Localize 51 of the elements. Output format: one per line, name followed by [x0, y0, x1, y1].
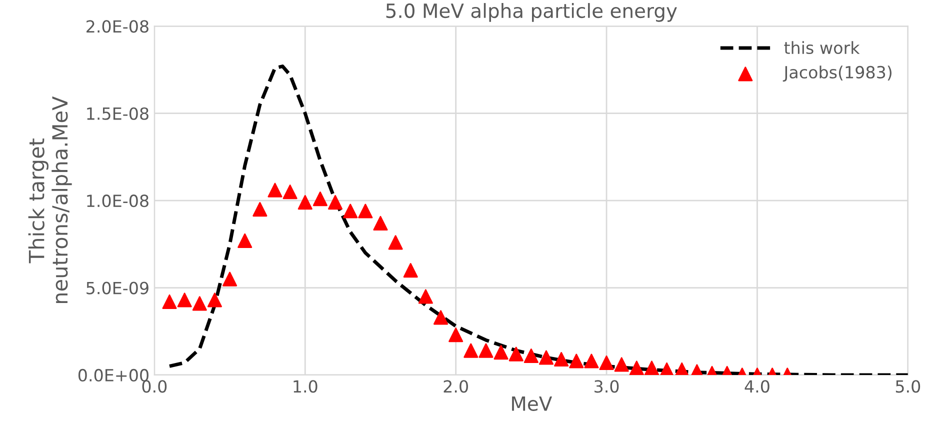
y-tick-label: 0.0E+00	[78, 368, 148, 382]
point	[373, 216, 388, 231]
point	[343, 204, 358, 218]
point	[222, 272, 238, 286]
legend-label: Jacobs(1983)	[782, 66, 892, 82]
point	[478, 343, 494, 358]
line-series	[168, 64, 908, 375]
point	[538, 350, 554, 365]
point	[554, 352, 569, 367]
point	[312, 192, 328, 206]
point	[614, 357, 629, 372]
point	[403, 263, 418, 278]
point	[464, 343, 478, 358]
y-tick-label: 5.0E-09	[86, 282, 148, 294]
point	[207, 292, 222, 308]
x-tick-label: 4.0	[744, 380, 770, 393]
point	[599, 355, 614, 370]
point	[282, 184, 298, 200]
point	[268, 182, 282, 198]
point	[418, 289, 433, 304]
chart-title: 5.0 MeV alpha particle energy	[386, 3, 677, 22]
point	[358, 204, 373, 218]
point	[660, 362, 674, 375]
x-tick-label: 1.0	[294, 380, 318, 393]
legend-label: this work	[784, 41, 860, 54]
x-tick-label: 0.0	[142, 380, 167, 393]
point	[238, 233, 252, 248]
x-axis-title: MeV	[512, 396, 552, 412]
point	[177, 292, 192, 308]
point	[162, 294, 177, 309]
point	[328, 195, 343, 210]
point	[584, 354, 599, 368]
point	[433, 310, 448, 325]
y-tick-label: 2.0E-08	[86, 20, 148, 33]
point	[388, 235, 403, 250]
x-tick-label: 5.0	[896, 380, 920, 393]
x-tick-label: 2.0	[444, 380, 468, 393]
point	[569, 354, 584, 368]
point	[524, 348, 538, 364]
y-tick-label: 1.0E-08	[87, 194, 148, 208]
y-tick-label: 1.5E-08	[87, 107, 148, 120]
point	[252, 202, 268, 217]
x-tick-label: 3.0	[594, 380, 619, 393]
point	[298, 195, 312, 210]
point	[448, 328, 464, 342]
y-axis-title: Thick target neutrons/alpha.MeV	[28, 96, 72, 304]
point	[508, 346, 524, 362]
point	[192, 296, 207, 311]
point	[494, 345, 508, 360]
point	[644, 360, 660, 375]
point	[629, 360, 644, 375]
